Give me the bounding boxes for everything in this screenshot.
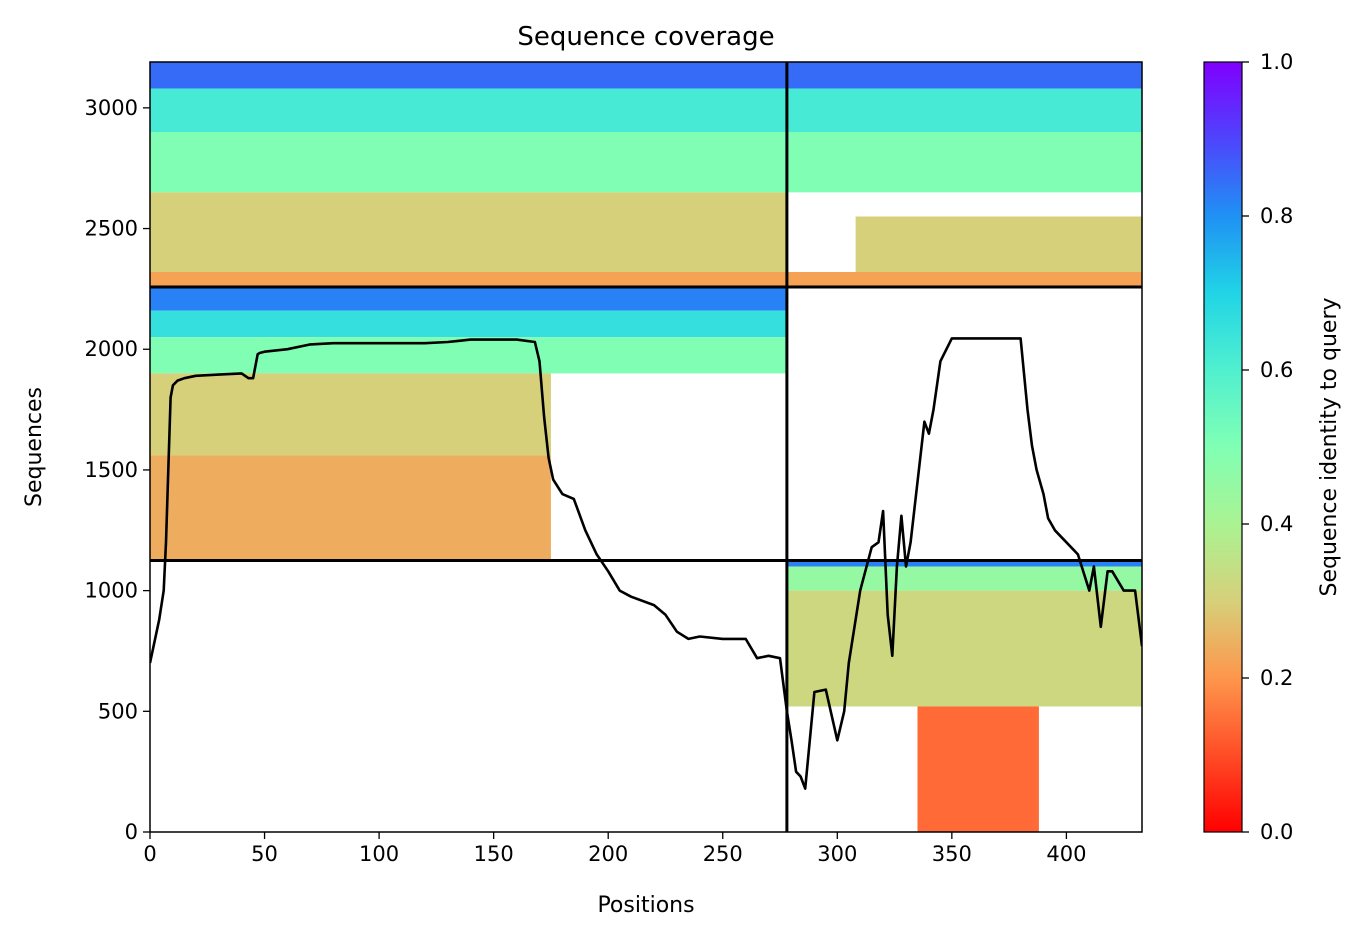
y-tick-label: 2000 bbox=[85, 337, 138, 361]
colorbar-label: Sequence identity to query bbox=[1317, 297, 1342, 596]
y-tick-label: 0 bbox=[125, 820, 138, 844]
x-tick-label: 250 bbox=[703, 842, 743, 866]
coverage-band bbox=[150, 455, 551, 561]
coverage-band bbox=[150, 272, 1142, 287]
x-tick-label: 300 bbox=[817, 842, 857, 866]
x-axis-ticks: 0 50 100 150 200 250 300 350 400 bbox=[143, 832, 1086, 866]
y-tick-label: 1500 bbox=[85, 458, 138, 482]
colorbar-tick-label: 0.6 bbox=[1260, 358, 1293, 382]
x-axis-label: Positions bbox=[597, 893, 694, 918]
coverage-band bbox=[150, 88, 1142, 132]
colorbar-tick-label: 0.4 bbox=[1260, 512, 1293, 536]
y-tick-label: 3000 bbox=[85, 96, 138, 120]
colorbar-tick-label: 0.2 bbox=[1260, 666, 1293, 690]
coverage-band bbox=[917, 706, 1039, 832]
colorbar bbox=[1203, 61, 1243, 833]
coverage-band bbox=[150, 373, 551, 456]
plot-frame bbox=[149, 61, 1143, 833]
x-tick-label: 100 bbox=[359, 842, 399, 866]
colorbar-tick-label: 0.0 bbox=[1260, 820, 1293, 844]
x-tick-label: 200 bbox=[588, 842, 628, 866]
y-tick-label: 2500 bbox=[85, 217, 138, 241]
x-tick-label: 350 bbox=[932, 842, 972, 866]
coverage-band bbox=[150, 132, 1142, 193]
coverage-band bbox=[150, 286, 787, 311]
x-tick-label: 50 bbox=[251, 842, 278, 866]
colorbar-ticks: 0.0 0.2 0.4 0.6 0.8 1.0 bbox=[1242, 50, 1293, 844]
coverage-band bbox=[150, 62, 1142, 89]
x-tick-label: 0 bbox=[143, 842, 156, 866]
chart-title: Sequence coverage bbox=[517, 22, 774, 52]
y-axis-label: Sequences bbox=[22, 387, 47, 507]
y-tick-label: 500 bbox=[98, 699, 138, 723]
coverage-band bbox=[150, 192, 787, 272]
heatmap-area bbox=[150, 62, 1142, 832]
x-tick-label: 150 bbox=[474, 842, 514, 866]
coverage-band bbox=[855, 216, 1142, 272]
colorbar-tick-label: 0.8 bbox=[1260, 204, 1293, 228]
y-axis-ticks: 0 500 1000 1500 2000 2500 3000 bbox=[85, 96, 150, 844]
coverage-band bbox=[150, 337, 787, 374]
coverage-line bbox=[150, 337, 1142, 790]
y-tick-label: 1000 bbox=[85, 579, 138, 603]
coverage-line-layer bbox=[150, 337, 1142, 790]
coverage-band bbox=[150, 310, 787, 338]
coverage-band bbox=[786, 560, 1142, 567]
colorbar-tick-label: 1.0 bbox=[1260, 50, 1293, 74]
x-tick-label: 400 bbox=[1046, 842, 1086, 866]
coverage-band bbox=[786, 590, 1142, 707]
